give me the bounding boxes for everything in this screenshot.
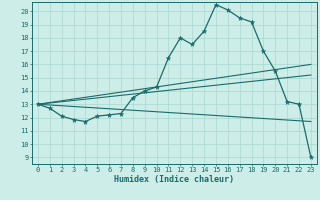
X-axis label: Humidex (Indice chaleur): Humidex (Indice chaleur) [115, 175, 234, 184]
